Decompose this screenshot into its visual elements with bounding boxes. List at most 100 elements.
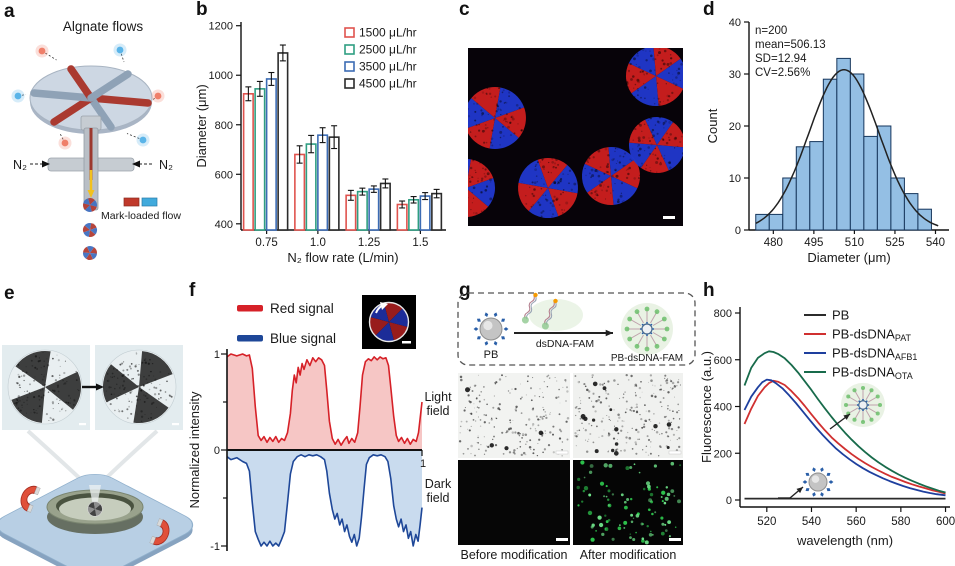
grain-dot — [627, 168, 629, 171]
grain-dot — [465, 212, 467, 214]
light-field-after-image — [573, 373, 683, 458]
pinwheel-wedge — [90, 223, 97, 230]
grain-dot — [122, 369, 125, 372]
grain-dot — [136, 369, 139, 372]
grain-dot — [170, 395, 173, 398]
pinwheel-wedge — [87, 506, 95, 514]
speckle-dot — [549, 431, 552, 434]
fluorescent-dot — [667, 520, 671, 524]
speckle-dot-large — [591, 418, 596, 422]
legend-label: 2500 μL/hr — [359, 43, 417, 57]
bar — [305, 143, 317, 231]
grain-dot — [169, 394, 172, 398]
speckle-dot — [591, 400, 593, 402]
spectrum-curve — [743, 379, 946, 495]
speckle-dot — [607, 434, 610, 437]
grain-dot — [628, 69, 630, 72]
speckle-dot — [517, 431, 520, 435]
grain-dot — [59, 410, 61, 412]
grain-dot — [503, 117, 507, 121]
speckle-dot — [473, 403, 475, 405]
speckle-dot — [467, 448, 469, 450]
speckle-dot — [470, 412, 473, 415]
grain-dot — [563, 209, 565, 211]
speckle-dot — [638, 386, 642, 390]
speckle-dot — [539, 415, 542, 419]
y-tick-label: -1 — [210, 541, 220, 553]
speckle-dot — [513, 449, 516, 452]
antibody-spike-icon — [826, 472, 831, 476]
pinwheel-wedge — [90, 247, 98, 254]
grain-dot — [123, 361, 125, 363]
fluorescent-dot — [664, 529, 668, 532]
grain-dot — [518, 106, 521, 110]
x-axis-title: wavelength (nm) — [796, 533, 893, 548]
circle-shape — [641, 323, 644, 326]
speckle-dot — [507, 428, 511, 431]
speckle-dot — [647, 409, 651, 413]
speckle-dot — [678, 437, 681, 440]
fam-dot — [521, 316, 529, 324]
grain-dot — [140, 420, 143, 422]
speckle-dot — [459, 432, 461, 434]
speckle-dot — [608, 450, 610, 452]
speckle-dot — [472, 419, 475, 421]
grain-dot — [649, 166, 651, 169]
circle-shape — [811, 475, 820, 483]
grain-dot — [622, 164, 625, 167]
speckle-dot — [460, 420, 463, 423]
grain-dot — [26, 403, 28, 405]
speckle-dot — [501, 374, 503, 377]
speckle-dot — [602, 417, 604, 419]
speckle-dot — [483, 436, 485, 438]
grain-dot — [480, 190, 483, 194]
speckle-dot — [667, 419, 670, 422]
speckle-dot-large — [653, 423, 658, 429]
pinwheel-wedge — [90, 253, 97, 260]
grain-dot — [75, 379, 78, 381]
grain-dot — [674, 83, 678, 87]
pinwheel-wedge — [518, 182, 548, 211]
fluorescent-dot — [665, 486, 669, 489]
speckle-dot — [470, 453, 472, 455]
speckle-dot — [608, 418, 610, 421]
grain-dot — [648, 137, 650, 139]
grain-dot — [475, 171, 477, 174]
transition-arrowhead-icon — [96, 383, 104, 391]
speckle-dot — [531, 408, 535, 411]
grain-dot — [150, 416, 153, 419]
bar — [431, 192, 443, 231]
grain-dot — [651, 128, 655, 132]
grain-dot — [165, 399, 167, 401]
speckle-dot — [605, 397, 608, 400]
grain-dot — [633, 57, 636, 61]
speckle-dot — [663, 415, 667, 419]
pinwheel-wedge — [631, 76, 659, 107]
grain-dot — [670, 57, 673, 60]
grain-dot — [638, 177, 640, 179]
grain-dot — [669, 62, 673, 65]
grain-dot — [555, 158, 558, 161]
speckle-dot — [476, 397, 478, 399]
speckle-dot — [477, 442, 479, 444]
speckle-dot — [649, 452, 652, 455]
grain-dot — [17, 395, 20, 398]
speckle-dot — [641, 426, 644, 429]
antibody-spike-icon — [826, 488, 831, 492]
circle-shape — [856, 404, 859, 406]
grain-dot — [599, 166, 602, 169]
grain-dot — [462, 197, 463, 198]
speckle-dot — [588, 396, 591, 399]
grain-dot — [662, 123, 665, 126]
grain-dot — [661, 138, 664, 141]
fam-glow — [529, 299, 583, 331]
speckle-dot — [631, 427, 633, 430]
speckle-dot — [595, 399, 598, 403]
speckle-dot — [524, 433, 528, 436]
speckle-dot — [501, 431, 504, 434]
fluorescent-dot — [677, 499, 681, 504]
y-tick-label: 1000 — [209, 70, 233, 82]
speckle-dot — [639, 413, 641, 416]
speckle-dot — [592, 441, 595, 444]
